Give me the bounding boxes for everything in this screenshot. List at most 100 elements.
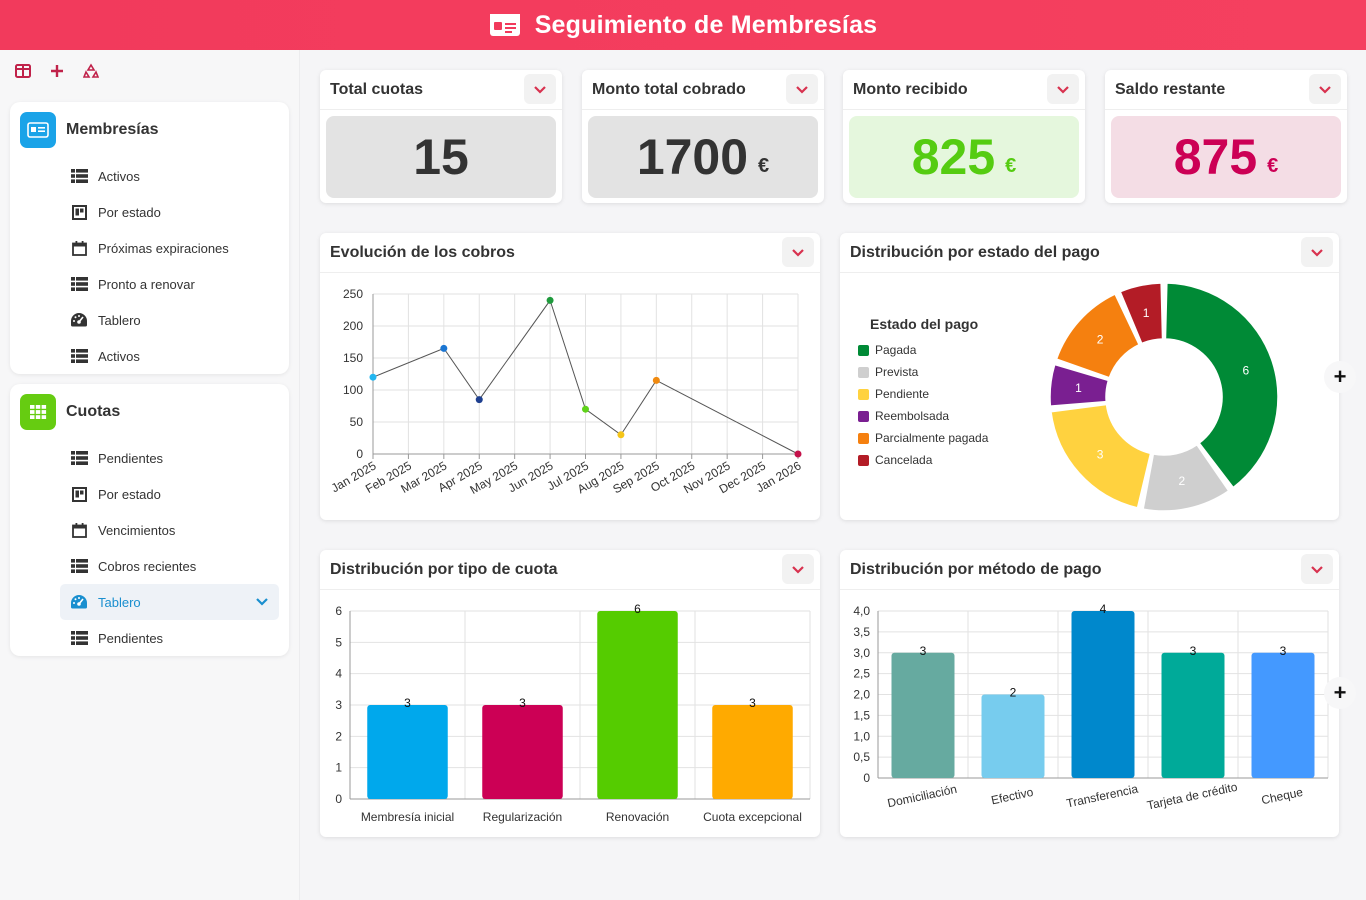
add-button[interactable] [44,60,70,82]
y-tick-label: 3 [335,698,342,712]
nav-item[interactable]: Próximas expiraciones [10,230,289,266]
nav-section-title: Membresías [66,121,159,138]
kpi-unit: € [1005,154,1017,177]
card-menu-button[interactable] [1301,554,1333,584]
kpi-label-row: Monto total cobrado [582,70,824,110]
kpi-unit: € [758,154,770,177]
add-row-button[interactable]: + [1324,677,1356,709]
dashboard-icon [70,594,88,610]
card-title-text: Evolución de los cobros [330,243,515,261]
legend-swatch [858,411,869,422]
metodo-bar-chart: 0 0,5 1,0 1,5 2,0 2,5 3,0 3,5 4,0 3 Domiciliación 2… [853,602,1329,813]
kpi-value: 875 [1173,129,1258,185]
y-tick-label: 0,5 [853,750,870,764]
metodo-chart-card: Distribución por método de pago 0 0,5 1,0 1… [840,550,1339,837]
toggle-panel-button[interactable] [10,60,36,82]
legend-swatch [858,433,869,444]
nav-item[interactable]: Tablero [10,302,289,338]
y-tick-label: 1 [335,761,342,775]
nav-item[interactable]: Vencimientos [10,512,289,548]
y-tick-label: 3,5 [853,625,870,639]
data-point [440,344,448,352]
series-line [372,299,799,455]
donut-slice [1050,403,1152,509]
x-tick-label: Tarjeta de crédito [1146,780,1239,813]
bar-value-label: 3 [1280,644,1287,658]
nav-item[interactable]: Activos [10,338,289,374]
donut-slice [1142,443,1230,512]
recycle-button[interactable] [78,60,104,82]
bar-value-label: 3 [404,696,411,710]
card-menu-button[interactable] [524,74,556,104]
nav-item[interactable]: Pronto a renovar [10,266,289,302]
nav-item[interactable]: Por estado [10,194,289,230]
nav-item-label: Cobros recientes [98,558,197,574]
add-row-button[interactable]: + [1324,361,1356,393]
bar [891,652,955,778]
bar-value-label: 6 [634,602,641,616]
panel-icon [15,64,31,78]
nav-item[interactable]: Tablero [60,584,279,620]
table-icon [70,450,88,466]
data-point [652,376,660,384]
nav-item[interactable]: Pendientes [10,620,289,656]
nav-item-label: Vencimientos [98,522,176,538]
kpi-value-box: 825 € [849,116,1079,198]
card-title: Distribución por tipo de cuota [320,550,820,590]
slice-value-label: 6 [1242,363,1249,377]
x-tick-label: Cheque [1260,785,1304,808]
y-tick-label: 2,0 [853,688,870,702]
y-tick-label: 2,5 [853,667,870,681]
card-menu-button[interactable] [782,554,814,584]
kpi-card: Monto total cobrado 1700 € [582,70,824,203]
nav-item[interactable]: Pendientes [10,440,289,476]
nav-section-header[interactable]: Membresías [10,102,289,158]
kpi-label: Monto recibido [853,80,968,98]
card-menu-button[interactable] [786,74,818,104]
y-tick-label: 0 [863,771,870,785]
card-menu-button[interactable] [782,237,814,267]
plus-icon [51,65,63,77]
chevron-down-icon [1311,565,1323,574]
y-tick-label: 250 [343,287,363,301]
chevron-down-icon [1311,248,1323,257]
nav-item-label: Por estado [98,204,161,220]
legend-label: Prevista [875,365,919,379]
table-icon [70,558,88,574]
data-point [546,296,554,304]
kpi-card: Saldo restante 875 € [1105,70,1347,203]
kpi-value: 825 [911,129,996,185]
card-menu-button[interactable] [1309,74,1341,104]
chevron-down-icon [1319,85,1331,94]
kpi-label: Monto total cobrado [592,80,746,98]
chevron-down-icon [1057,85,1069,94]
membership-card-icon [20,112,56,148]
kpi-label-row: Total cuotas [320,70,562,110]
legend-swatch [858,345,869,356]
legend-label: Pendiente [875,387,929,401]
nav-item[interactable]: Cobros recientes [10,548,289,584]
y-tick-label: 2 [335,729,342,743]
legend-swatch [858,389,869,400]
y-tick-label: 150 [343,351,363,365]
bar [981,694,1045,778]
x-tick-label: Renovación [606,810,669,824]
nav-item[interactable]: Por estado [10,476,289,512]
kpi-label: Saldo restante [1115,80,1226,98]
nav-section-title: Cuotas [66,403,121,420]
legend-label: Parcialmente pagada [875,431,989,445]
nav-section-header[interactable]: Cuotas [10,384,289,440]
card-menu-button[interactable] [1047,74,1079,104]
nav-item[interactable]: Activos [10,158,289,194]
bar [482,705,563,799]
card-menu-button[interactable] [1301,237,1333,267]
line-chart-card: Evolución de los cobros 0 50 100 150 200 250 J… [320,233,820,520]
grid-icon [20,394,56,430]
sidebar: Membresías Activos Por estado Próximas exp… [0,50,300,900]
recycle-icon [83,63,99,78]
slice-value-label: 2 [1179,474,1186,488]
kpi-value: 15 [413,129,469,185]
x-tick-label: Membresía inicial [361,810,454,824]
nav-item-label: Activos [98,168,140,184]
x-tick-label: Efectivo [990,785,1035,808]
